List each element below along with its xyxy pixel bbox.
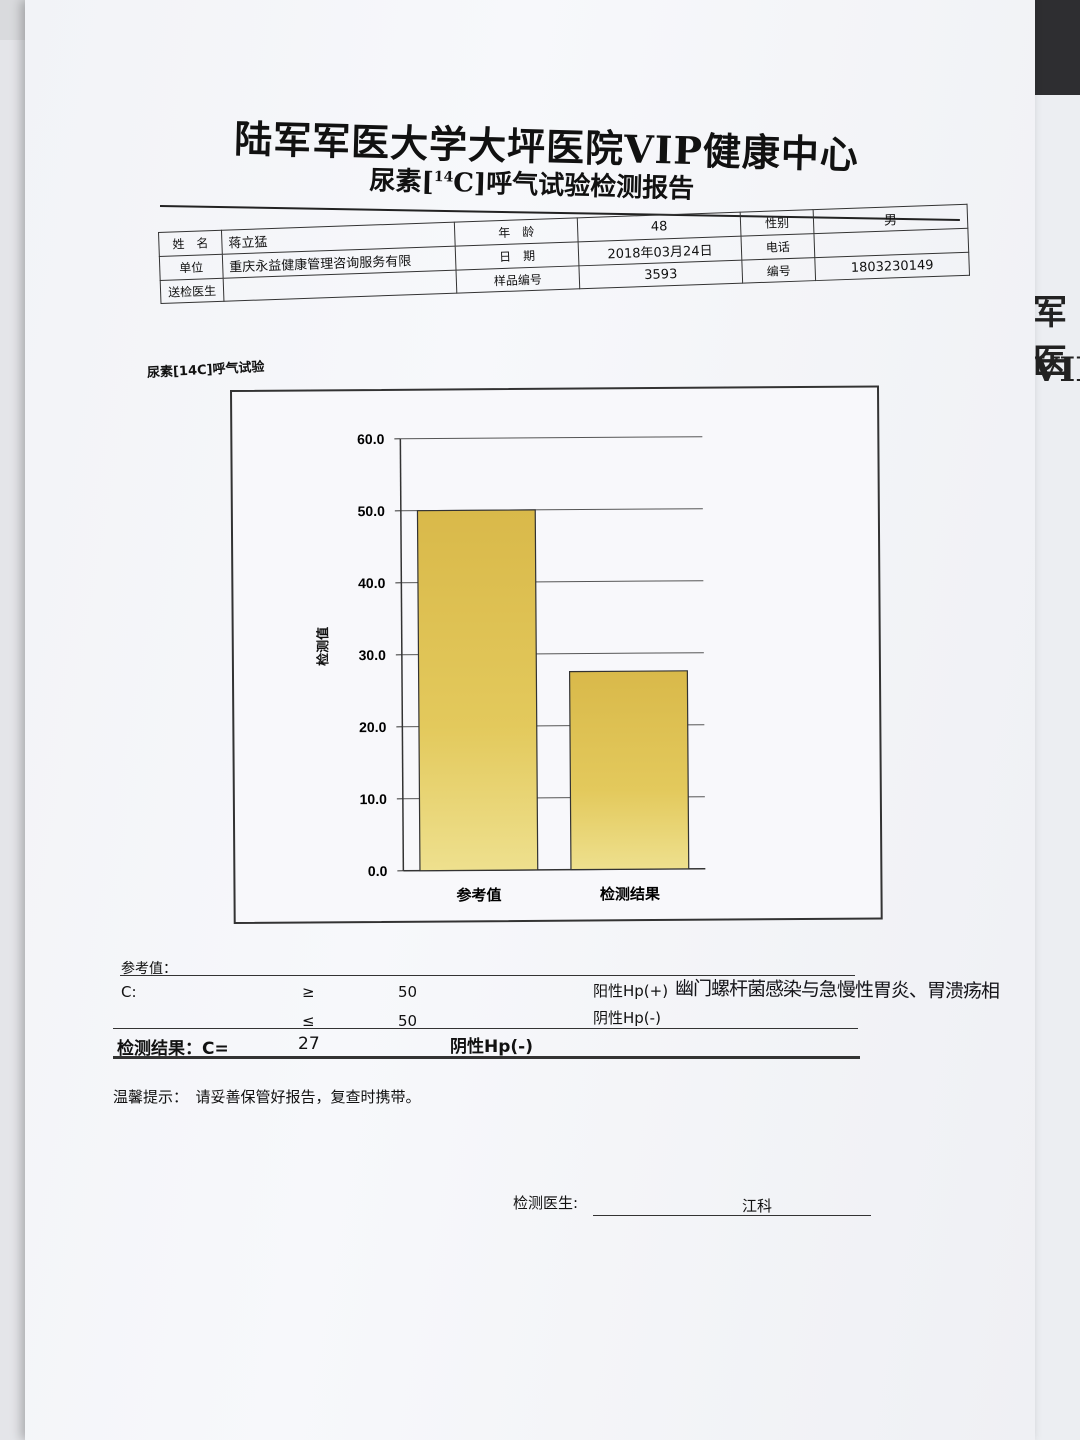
reference-rule: [120, 975, 855, 976]
right-page-text-2: VIP: [1033, 350, 1080, 390]
reference-label: 参考值：: [121, 961, 177, 977]
doctor-label: 送检医生: [160, 278, 224, 304]
bar-chart: 0.0 10.0 20.0 30.0 40.0 50.0 60.0 参考值 检测结果: [357, 431, 706, 904]
chart-caption: 尿素[14C]呼气试验: [146, 359, 265, 381]
name-label: 姓 名: [158, 230, 223, 257]
ge-value: 50: [398, 983, 418, 1001]
x-tick-label: 检测结果: [600, 885, 661, 903]
doctor-label: 检测医生:: [513, 1194, 579, 1212]
y-tick-label: 40.0: [358, 575, 386, 591]
sample-label: 样品编号: [456, 265, 580, 294]
chart-frame: 检测值 0.0 10.0 20.0 30.0 40.0 50.0 60.0 参考值 检测结果: [230, 385, 883, 924]
doctor-name: 江科: [742, 1197, 773, 1215]
patient-info-table: 姓 名 蒋立猛 年 龄 48 性别 男 单位 重庆永益健康管理咨询服务有限 日 …: [158, 204, 970, 304]
x-tick-label: 参考值: [456, 886, 501, 904]
handwritten-note: 幽门螺杆菌感染与急慢性胃炎、胃溃疡相: [674, 977, 1000, 1003]
c-label: C:: [121, 983, 137, 1001]
negative-label: 阴性Hp(-): [593, 1009, 661, 1027]
result-label: 检测结果：C=: [117, 1039, 229, 1059]
y-tick-label: 50.0: [358, 503, 386, 519]
report-number: 1803230149: [814, 252, 970, 281]
right-page-text-1: 军医: [1033, 293, 1067, 382]
unit-label: 单位: [159, 254, 224, 281]
result-value: 27: [298, 1034, 320, 1054]
report-page: 陆军军医大学大坪医院VIP健康中心 尿素[14C]呼气试验检测报告 姓 名 蒋立…: [25, 0, 1035, 1440]
y-axis-title: 检测值: [316, 626, 332, 666]
bar: [416, 509, 539, 872]
positive-label: 阳性Hp(+): [593, 982, 669, 1000]
result-verdict: 阴性Hp(-): [450, 1037, 533, 1057]
gridline: [400, 436, 703, 440]
phone-label: 电话: [741, 233, 815, 261]
y-tick-label: 60.0: [357, 431, 385, 447]
y-tick-label: 0.0: [368, 863, 388, 879]
le-symbol: ≤: [302, 1012, 315, 1030]
ge-symbol: ≥: [302, 983, 315, 1001]
le-value: 50: [398, 1012, 418, 1030]
sample-number: 3593: [578, 260, 743, 289]
number-label: 编号: [741, 257, 816, 284]
sex-label: 性别: [740, 209, 814, 237]
result-rule-bottom: [113, 1056, 860, 1059]
warm-tip: 温馨提示： 请妥善保管好报告，复查时携带。: [113, 1088, 421, 1106]
report-subtitle: 尿素[14C]呼气试验检测报告: [369, 165, 695, 205]
result-rule-top: [113, 1028, 858, 1029]
bar: [568, 670, 690, 871]
y-axis: [399, 438, 405, 871]
signature-line: [593, 1215, 871, 1216]
y-tick-label: 10.0: [360, 791, 388, 807]
y-tick-label: 30.0: [359, 647, 387, 663]
y-tick-label: 20.0: [359, 719, 387, 735]
